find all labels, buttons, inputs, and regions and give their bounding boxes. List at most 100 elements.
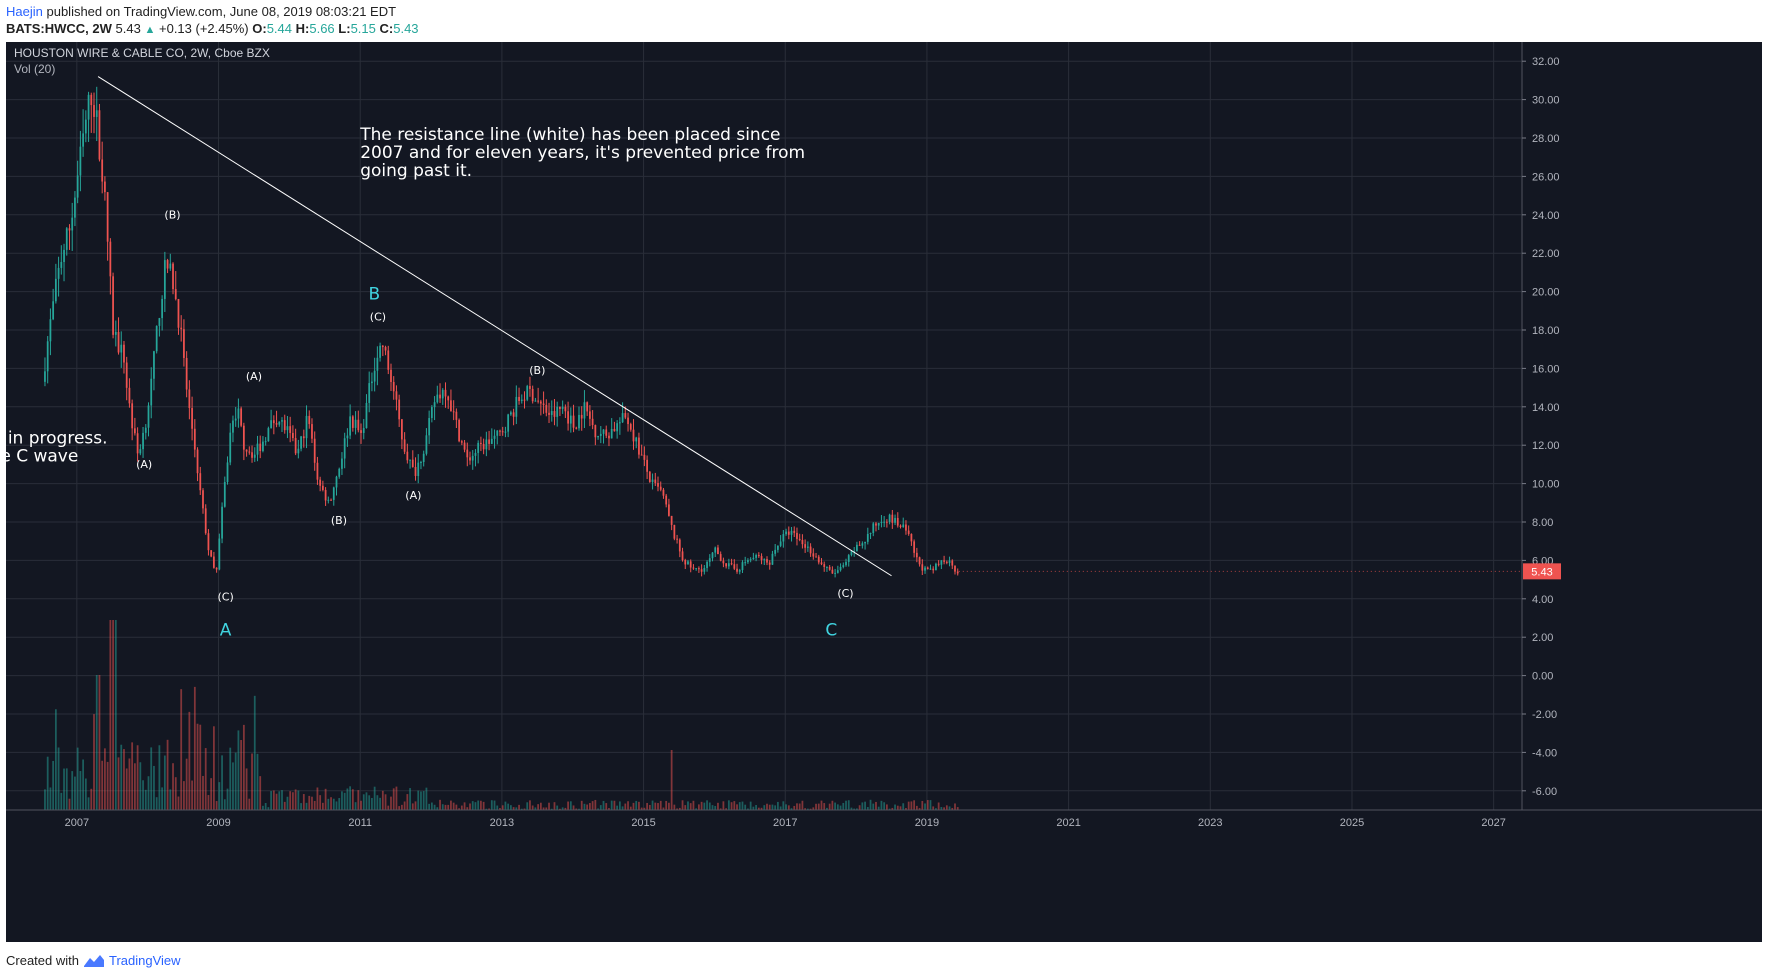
candle-body bbox=[507, 414, 510, 432]
candle-body bbox=[104, 181, 106, 193]
volume-bar bbox=[485, 808, 488, 810]
volume-bar bbox=[695, 808, 698, 810]
candle-body bbox=[245, 449, 248, 452]
candle-body bbox=[670, 515, 673, 525]
volume-bar bbox=[875, 801, 877, 810]
volume-bar bbox=[144, 789, 147, 810]
volume-bar bbox=[801, 800, 804, 810]
volume-bar bbox=[537, 804, 540, 810]
candle-body bbox=[229, 432, 232, 463]
candle-body bbox=[943, 560, 945, 562]
volume-bar bbox=[605, 803, 608, 810]
volume-bar bbox=[158, 745, 161, 810]
candle-body bbox=[49, 319, 52, 342]
volume-bar bbox=[697, 804, 700, 810]
candle-body bbox=[493, 435, 496, 439]
candle-body bbox=[106, 192, 109, 242]
candle-body bbox=[474, 452, 477, 456]
volume-bar bbox=[858, 805, 861, 810]
volume-bar bbox=[888, 808, 891, 810]
volume-bar bbox=[362, 794, 365, 810]
volume-bar bbox=[733, 801, 736, 810]
candle-body bbox=[899, 525, 902, 528]
volume-bar bbox=[90, 788, 93, 810]
resistance-line[interactable] bbox=[97, 76, 892, 577]
volume-bar bbox=[820, 800, 823, 810]
time-tick-label: 2017 bbox=[773, 817, 797, 829]
tradingview-brand[interactable]: TradingView bbox=[108, 953, 181, 968]
price-candles bbox=[44, 86, 959, 578]
candle-body bbox=[594, 425, 597, 438]
volume-bar bbox=[567, 801, 569, 810]
candle-body bbox=[439, 394, 441, 399]
candle-body bbox=[850, 551, 853, 556]
volume-bar bbox=[82, 759, 84, 810]
volume-bar bbox=[926, 800, 929, 810]
volume-bar bbox=[569, 801, 572, 810]
author-link[interactable]: Haejin bbox=[6, 4, 43, 19]
candle-body bbox=[518, 396, 520, 401]
candle-body bbox=[697, 568, 700, 570]
volume-bar bbox=[542, 807, 545, 810]
volume-bar bbox=[441, 804, 444, 810]
candle-body bbox=[727, 563, 730, 567]
candle-body bbox=[804, 544, 807, 548]
price-tick-label: 18.00 bbox=[1532, 325, 1560, 337]
volume-bar bbox=[719, 808, 722, 810]
candle-body bbox=[82, 133, 84, 147]
volume-bar bbox=[553, 802, 556, 810]
candle-body bbox=[281, 420, 283, 422]
price-chart[interactable]: (B) (A) (C) A (A) (B) B (C) (A) (B) (C) C The resis… bbox=[0, 42, 1770, 942]
candle-body bbox=[398, 399, 401, 420]
candle-body bbox=[376, 357, 379, 371]
candle-body bbox=[545, 404, 548, 413]
volume-bar bbox=[918, 808, 921, 810]
candle-body bbox=[564, 406, 567, 412]
candle-body bbox=[300, 436, 302, 449]
candle-body bbox=[529, 386, 531, 389]
volume-bar bbox=[790, 808, 793, 810]
candle-body bbox=[812, 553, 815, 557]
volume-bar bbox=[812, 807, 815, 810]
candle-body bbox=[204, 508, 207, 534]
volume-bar bbox=[155, 797, 158, 810]
candle-body bbox=[509, 412, 512, 415]
candle-body bbox=[599, 433, 602, 436]
volume-bar bbox=[381, 790, 384, 810]
candle-body bbox=[259, 443, 262, 451]
volume-bar bbox=[68, 798, 71, 810]
volume-bar bbox=[913, 800, 916, 810]
candle-body bbox=[90, 94, 93, 106]
volume-bar bbox=[531, 805, 534, 810]
volume-bar bbox=[425, 787, 428, 810]
volume-bar bbox=[752, 806, 755, 810]
volume-bar bbox=[589, 803, 591, 810]
resistance-trendline bbox=[97, 76, 892, 577]
volume-bar bbox=[330, 797, 332, 810]
candle-body bbox=[332, 487, 335, 500]
volume-bar bbox=[662, 807, 665, 810]
close-label: C: bbox=[379, 21, 394, 36]
candle-body bbox=[44, 371, 46, 382]
price-axis[interactable]: 32.00 30.00 28.00 26.00 24.00 22.00 20.00 18.00… bbox=[958, 42, 1762, 832]
volume-bar bbox=[54, 709, 57, 810]
volume-bar bbox=[458, 808, 460, 810]
candle-body bbox=[512, 412, 515, 417]
volume-bar bbox=[774, 805, 777, 810]
candle-body bbox=[485, 439, 488, 450]
candle-body bbox=[172, 263, 174, 290]
candle-body bbox=[733, 564, 736, 569]
candle-body bbox=[390, 369, 392, 382]
time-tick-label: 2007 bbox=[65, 817, 89, 829]
candle-body bbox=[575, 427, 578, 429]
volume-bar bbox=[469, 803, 471, 810]
volume-bar bbox=[278, 791, 281, 810]
price-tick-label: 20.00 bbox=[1532, 287, 1560, 299]
volume-bar bbox=[275, 793, 278, 810]
volume-bar bbox=[316, 787, 319, 810]
time-axis[interactable]: 2007 2009 2011 2013 2015 2017 2019 2021 2023 2025… bbox=[6, 809, 1762, 832]
candle-body bbox=[158, 318, 161, 326]
candle-body bbox=[324, 489, 327, 501]
volume-bar bbox=[678, 807, 681, 810]
volume-bar bbox=[905, 808, 907, 810]
